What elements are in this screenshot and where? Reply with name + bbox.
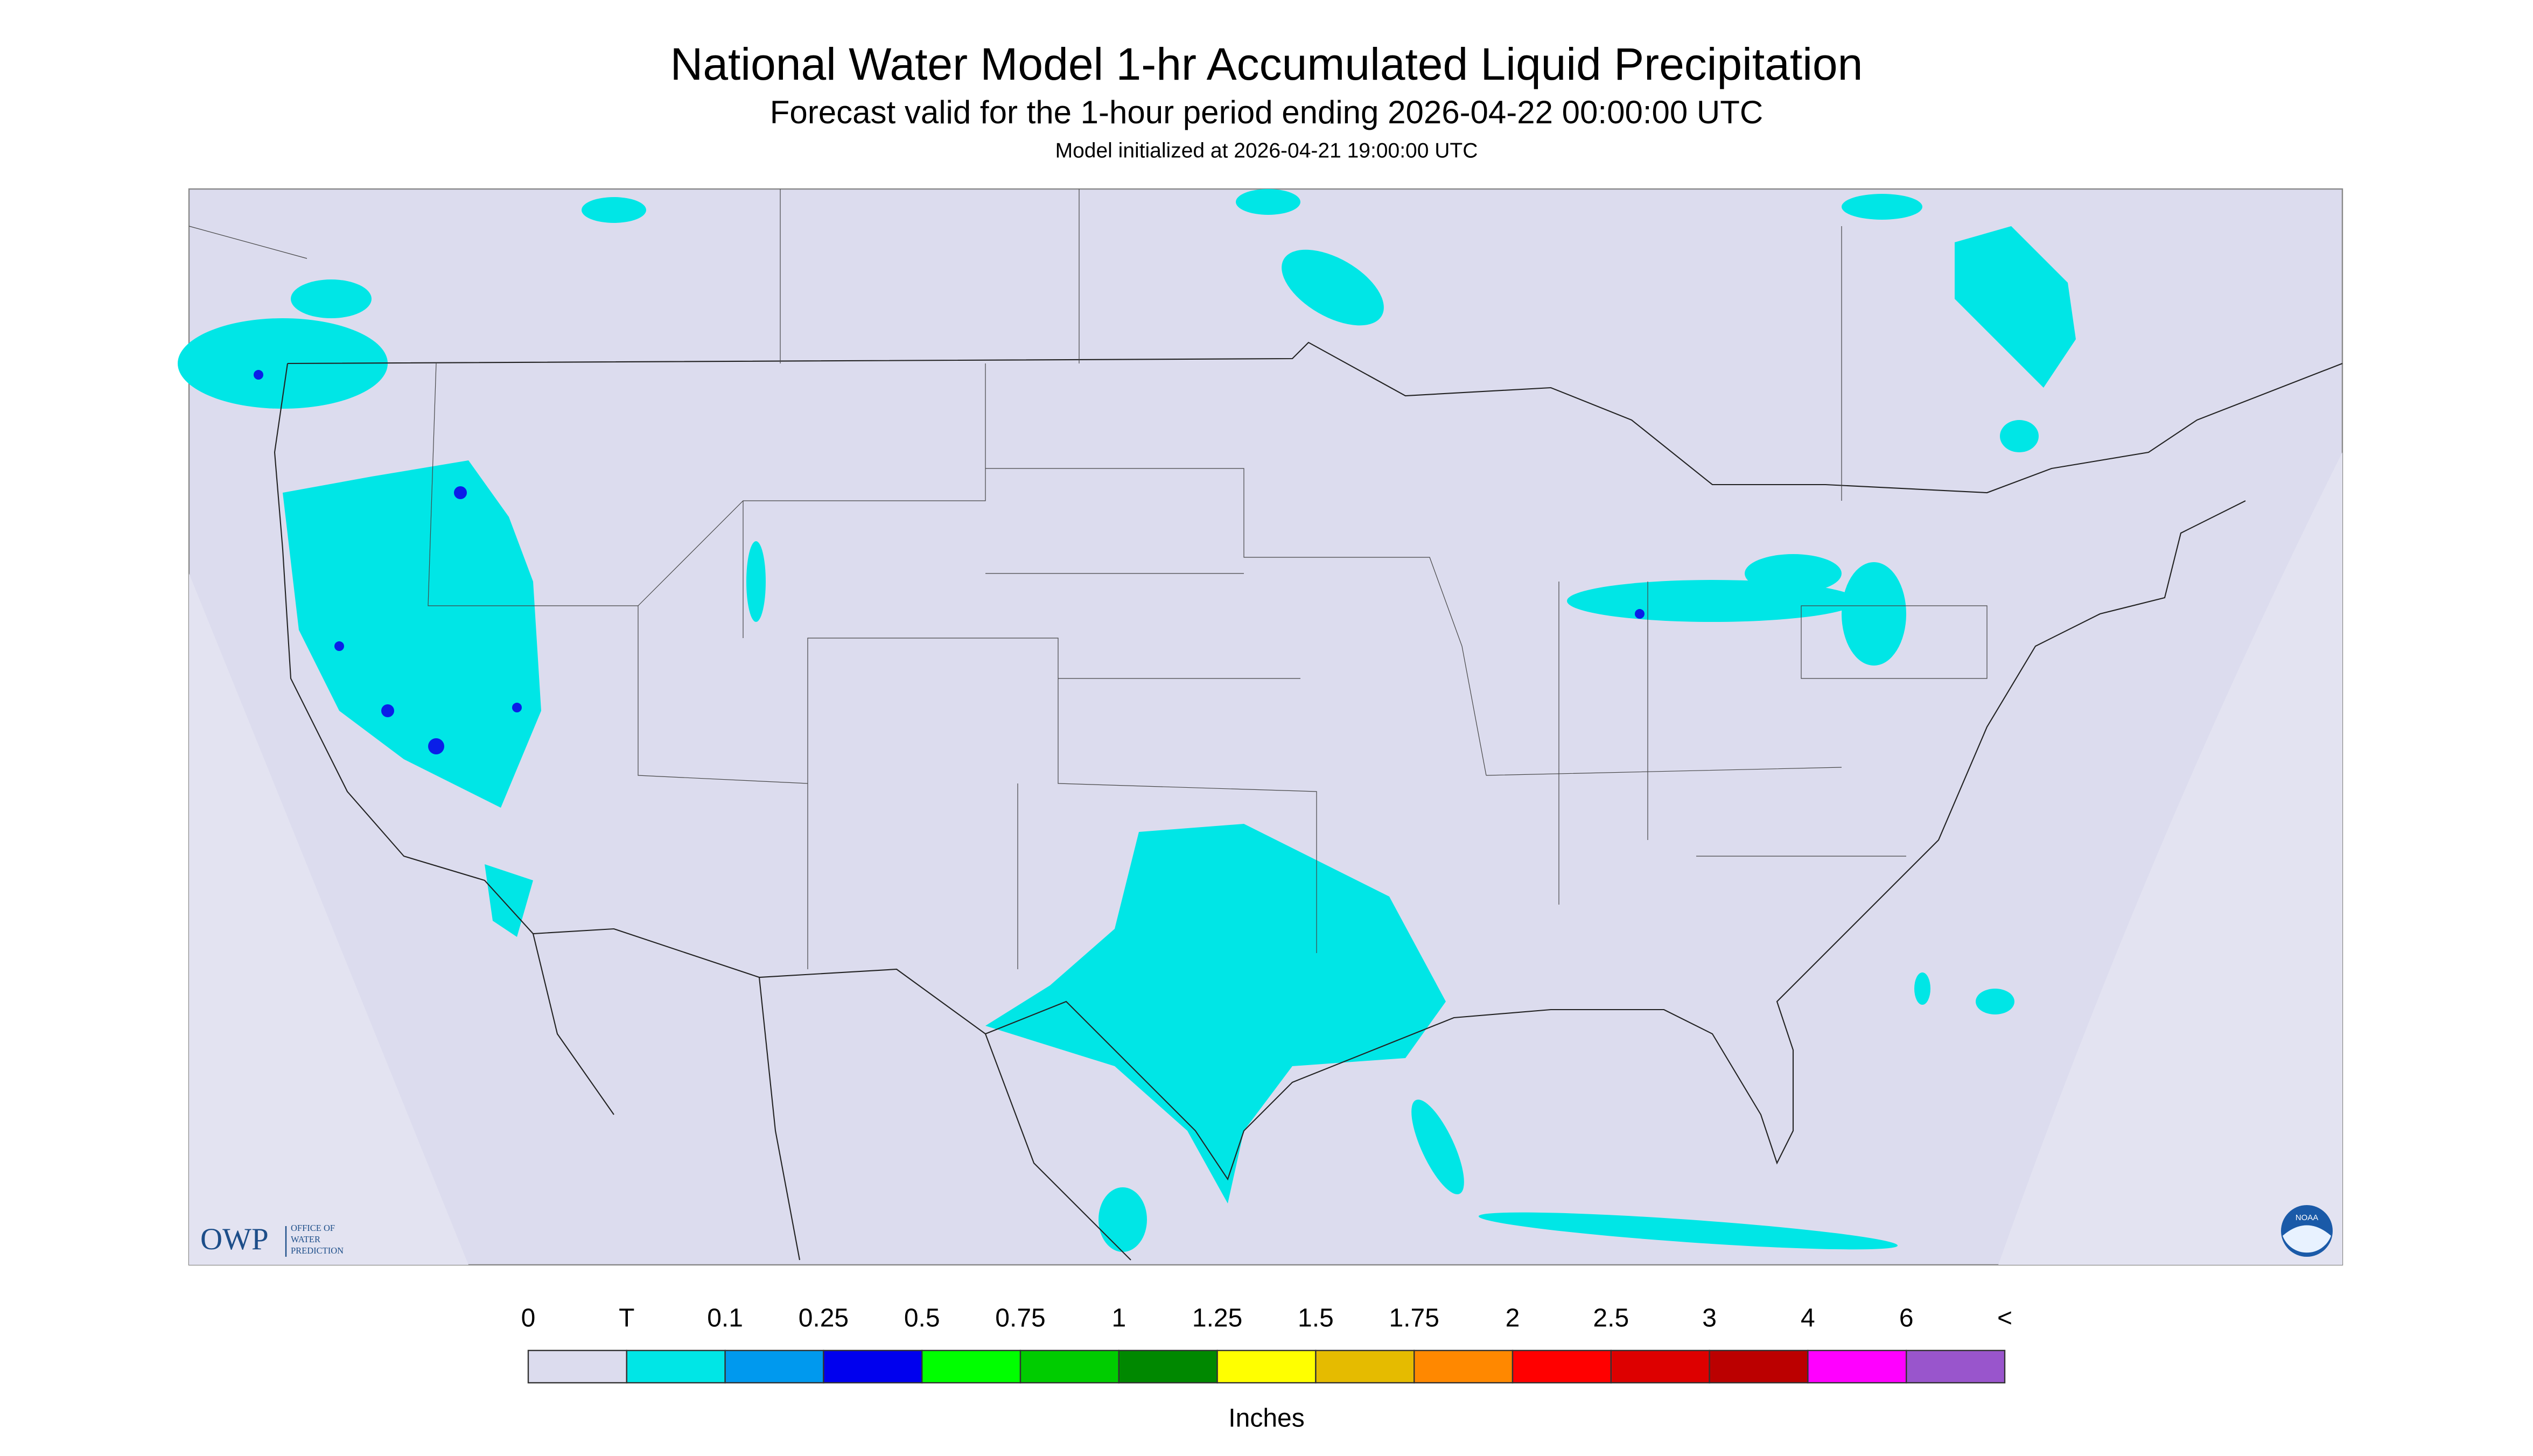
owp-logo: OWP OFFICE OF WATER PREDICTION [200, 1222, 344, 1257]
legend-swatch [1610, 1349, 1710, 1384]
legend-swatch [1414, 1349, 1514, 1384]
legend-label: 3 [1702, 1304, 1717, 1333]
legend-swatch [1709, 1349, 1809, 1384]
legend-swatch [921, 1349, 1021, 1384]
legend-label: < [1997, 1304, 2012, 1333]
legend-swatch [724, 1349, 824, 1384]
owp-office: PREDICTION [291, 1245, 344, 1256]
legend-unit: Inches [1228, 1404, 1304, 1433]
legend-label: T [619, 1304, 634, 1333]
legend-label: 0 [521, 1304, 536, 1333]
legend-swatch [823, 1349, 923, 1384]
legend-label: 1 [1111, 1304, 1126, 1333]
legend-swatch [1216, 1349, 1317, 1384]
legend-label: 0.5 [904, 1304, 940, 1333]
legend-label: 0.75 [995, 1304, 1045, 1333]
owp-text: OWP [200, 1222, 269, 1256]
legend-label: 0.25 [799, 1304, 849, 1333]
legend-swatch [1118, 1349, 1218, 1384]
legend-label: 4 [1801, 1304, 1815, 1333]
legend-swatch [1019, 1349, 1120, 1384]
legend-swatch [626, 1349, 726, 1384]
init-time: Model initialized at 2026-04-21 19:00:00… [1055, 139, 1478, 162]
legend-label: 6 [1899, 1304, 1914, 1333]
noaa-logo: NOAA [2281, 1205, 2333, 1257]
map [178, 188, 2343, 1266]
legend-label: 0.1 [707, 1304, 743, 1333]
legend-swatch [1315, 1349, 1415, 1384]
legend-label: 2.5 [1593, 1304, 1629, 1333]
legend-swatch [1807, 1349, 1907, 1384]
owp-office: WATER [291, 1234, 320, 1244]
legend-label: 1.75 [1389, 1304, 1439, 1333]
legend-label: 1.25 [1192, 1304, 1242, 1333]
legend-swatch [1905, 1349, 2006, 1384]
legend-label: 1.5 [1298, 1304, 1334, 1333]
legend: 0 T 0.1 0.25 0.5 0.75 1 1.25 1.5 1.75 2 2.5 3 4 6 < [521, 1304, 2012, 1384]
subtitle: Forecast valid for the 1-hour period end… [770, 94, 1763, 130]
title: National Water Model 1-hr Accumulated Li… [670, 39, 1863, 89]
legend-label: 2 [1506, 1304, 1520, 1333]
noaa-text: NOAA [2296, 1213, 2319, 1222]
legend-swatch [1512, 1349, 1612, 1384]
legend-swatch [527, 1349, 628, 1384]
owp-office: OFFICE OF [291, 1223, 335, 1233]
